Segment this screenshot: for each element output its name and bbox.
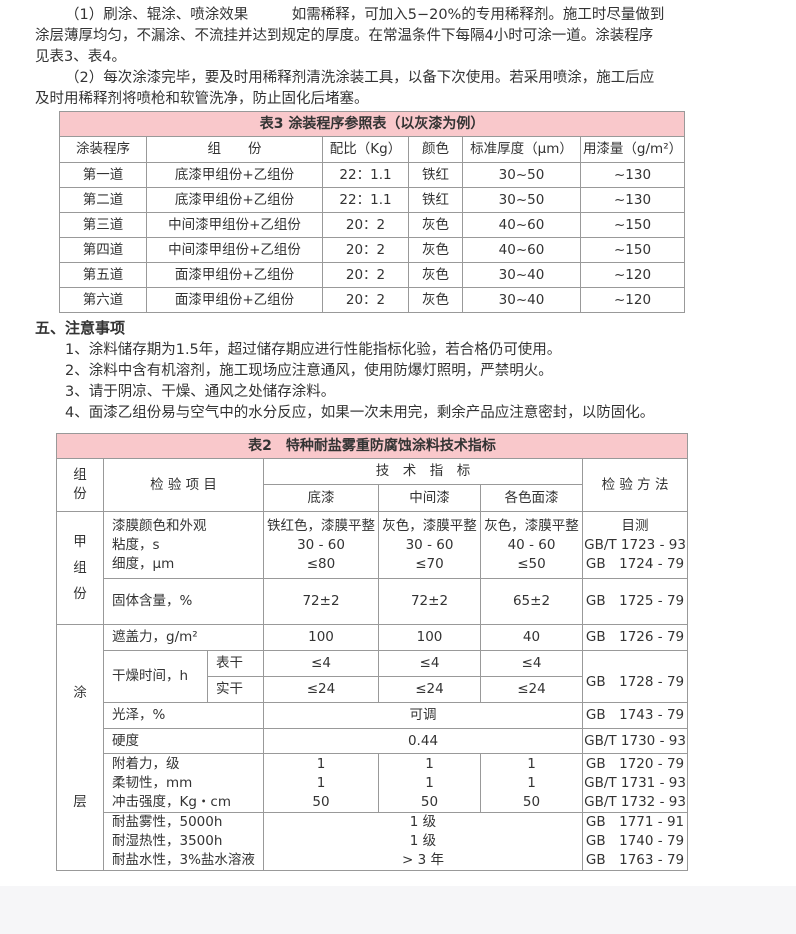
paragraph-1-cont: 涂层薄厚均匀，不漏涂、不流挂并达到规定的厚度。在常温条件下每隔4小时可涂一道。涂… — [35, 26, 653, 68]
header-tech: 技 术 指 标 — [263, 458, 583, 485]
table-cell: 灰色 — [408, 287, 463, 313]
table-row: 附着力，级 柔韧性，mm 冲击强度，Kg・cm 1 1 50 1 1 50 1 1 50 GB … — [57, 753, 689, 813]
table-cell: 20：2 — [322, 262, 409, 288]
table-cell: 20：2 — [322, 237, 409, 263]
text-line: 见表3、表4。 — [35, 49, 126, 65]
header-primer: 底漆 — [263, 484, 379, 512]
table-cell: 底漆甲组份+乙组份 — [146, 187, 323, 213]
table-cell: 第五道 — [59, 262, 147, 288]
table-cell: 面漆甲组份+乙组份 — [146, 262, 323, 288]
column-header: 配比（Kg） — [322, 136, 409, 163]
header-item: 检 验 项 目 — [103, 458, 264, 512]
column-header: 颜色 — [408, 136, 463, 163]
table-cell: 底漆甲组份+乙组份 — [146, 162, 323, 188]
header-topcoat: 各色面漆 — [480, 484, 583, 512]
table-row: 第二道 底漆甲组份+乙组份 22：1.1 铁红 30~50 ~130 — [59, 187, 686, 213]
table-cell: 40~60 — [462, 212, 581, 238]
table-cell: 30~40 — [462, 287, 581, 313]
list-item: 1、涂料储存期为1.5年，超过储存期应进行性能指标化验，若合格仍可使用。 — [65, 342, 562, 358]
table-row: 第六道 面漆甲组份+乙组份 20：2 灰色 30~40 ~120 — [59, 287, 686, 313]
table-title: 表3 涂装程序参照表（以灰漆为例） — [58, 111, 686, 137]
text-line: （1）刷涂、辊涂、喷涂效果 如需稀释，可加入5−20%的专用稀释剂。施工时尽量做… — [65, 7, 665, 23]
list-item: 4、面漆乙组份易与空气中的水分反应，如果一次未用完，剩余产品应注意密封，以防固化… — [65, 405, 655, 421]
table-cell: 第六道 — [59, 287, 147, 313]
table-cell: 第一道 — [59, 162, 147, 188]
section-heading: 五、注意事项 — [35, 319, 126, 337]
text-line: 及时用稀释剂将喷枪和软管洗净，防止固化后堵塞。 — [35, 91, 369, 107]
header-group: 组份 — [56, 458, 104, 512]
table-cell: 20：2 — [322, 287, 409, 313]
table-row: 第五道 面漆甲组份+乙组份 20：2 灰色 30~40 ~120 — [59, 262, 686, 288]
table-cell: 灰色 — [408, 262, 463, 288]
table-row: 第一道 底漆甲组份+乙组份 22：1.1 铁红 30~50 ~130 — [59, 162, 686, 188]
table-row: 涂层 遮盖力，g/m² 100 100 40 GB 1726 - 79 — [56, 624, 689, 871]
table-row: 第四道 中间漆甲组份+乙组份 20：2 灰色 40~60 ~150 — [59, 237, 686, 263]
table-cell: ~120 — [579, 287, 686, 313]
table-cell: 22：1.1 — [322, 187, 409, 213]
table-row: 第三道 中间漆甲组份+乙组份 20：2 灰色 40~60 ~150 — [59, 212, 686, 238]
table-cell: ~150 — [579, 237, 686, 263]
table-cell: 第二道 — [59, 187, 147, 213]
table-row: 光泽，% 可调 GB 1743 - 79 — [57, 702, 689, 729]
notes-list: 1、涂料储存期为1.5年，超过储存期应进行性能指标化验，若合格仍可使用。 2、涂… — [65, 340, 654, 424]
table-cell: 面漆甲组份+乙组份 — [146, 287, 323, 313]
paragraph-2: （2）每次涂漆完毕，要及时用稀释剂清洗涂装工具，以备下次使用。若采用喷涂，施工后… — [35, 68, 654, 89]
table-cell: 灰色 — [408, 237, 463, 263]
table-cell: ~130 — [579, 162, 686, 188]
table-row: 甲组份 漆膜颜色和外观 粘度，s 细度，μm 铁红色，漆膜平整 30 - 60 ≤80 … — [56, 511, 689, 625]
table-cell: ~130 — [579, 187, 686, 213]
table-title: 表2 特种耐盐雾重防腐蚀涂料技术指标 — [55, 433, 689, 459]
table-row: 实干 ≤24 ≤24 ≤24 — [57, 676, 688, 703]
table-cell: 30~50 — [462, 162, 581, 188]
table-row: 硬度 0.44 GB/T 1730 - 93 — [57, 728, 689, 754]
header-intermediate: 中间漆 — [378, 484, 481, 512]
table-cell: 中间漆甲组份+乙组份 — [146, 212, 323, 238]
technical-spec-table: 表2 特种耐盐雾重防腐蚀涂料技术指标 组份 检 验 项 目 技 术 指 标 检 … — [55, 433, 689, 871]
list-item: 3、请于阴凉、干燥、通风之处储存涂料。 — [65, 384, 336, 400]
column-header: 用漆量（g/m²） — [579, 136, 686, 163]
paragraph-1: （1）刷涂、辊涂、喷涂效果 如需稀释，可加入5−20%的专用稀释剂。施工时尽量做… — [35, 5, 664, 26]
column-header: 标准厚度（μm） — [462, 136, 581, 163]
text-line: （2）每次涂漆完毕，要及时用稀释剂清洗涂装工具，以备下次使用。若采用喷涂，施工后… — [65, 70, 655, 86]
painting-procedure-table: 表3 涂装程序参照表（以灰漆为例） 涂装程序组 份配比（Kg） 颜色 标准厚度（μm… — [58, 111, 686, 313]
header-method: 检 验 方 法 — [581, 458, 689, 512]
column-header: 涂装程序 — [59, 136, 147, 163]
table-cell: 第四道 — [59, 237, 147, 263]
table-row: 干燥时间，h 表干 ≤4 ≤4 ≤4 GB 1728 - 79 — [57, 650, 689, 703]
table-cell: 中间漆甲组份+乙组份 — [146, 237, 323, 263]
table-header-row: 涂装程序组 份配比（Kg） 颜色 标准厚度（μm） 用漆量（g/m²） — [59, 136, 686, 163]
table-cell: 铁红 — [408, 187, 463, 213]
page-footer-band — [0, 886, 796, 934]
table-cell: 20：2 — [322, 212, 409, 238]
table-cell: 22：1.1 — [322, 162, 409, 188]
group-a: 甲组份 — [56, 511, 104, 625]
table-row: 固体含量，% 72±2 72±2 65±2 GB 1725 - 79 — [57, 578, 689, 625]
paragraph-2-cont: 及时用稀释剂将喷枪和软管洗净，防止固化后堵塞。 — [35, 89, 369, 110]
text-line: 涂层薄厚均匀，不漏涂、不流挂并达到规定的厚度。在常温条件下每隔4小时可涂一道。涂… — [35, 28, 654, 44]
table-cell: ~150 — [579, 212, 686, 238]
group-coating: 涂层 — [56, 624, 104, 871]
table-cell: ~120 — [579, 262, 686, 288]
table-cell: 30~50 — [462, 187, 581, 213]
table-cell: 灰色 — [408, 212, 463, 238]
column-header: 组 份 — [146, 136, 323, 163]
table-cell: 40~60 — [462, 237, 581, 263]
table-cell: 铁红 — [408, 162, 463, 188]
table-cell: 第三道 — [59, 212, 147, 238]
list-item: 2、涂料中含有机溶剂，施工现场应注意通风，使用防爆灯照明，严禁明火。 — [65, 363, 553, 379]
table-cell: 30~40 — [462, 262, 581, 288]
